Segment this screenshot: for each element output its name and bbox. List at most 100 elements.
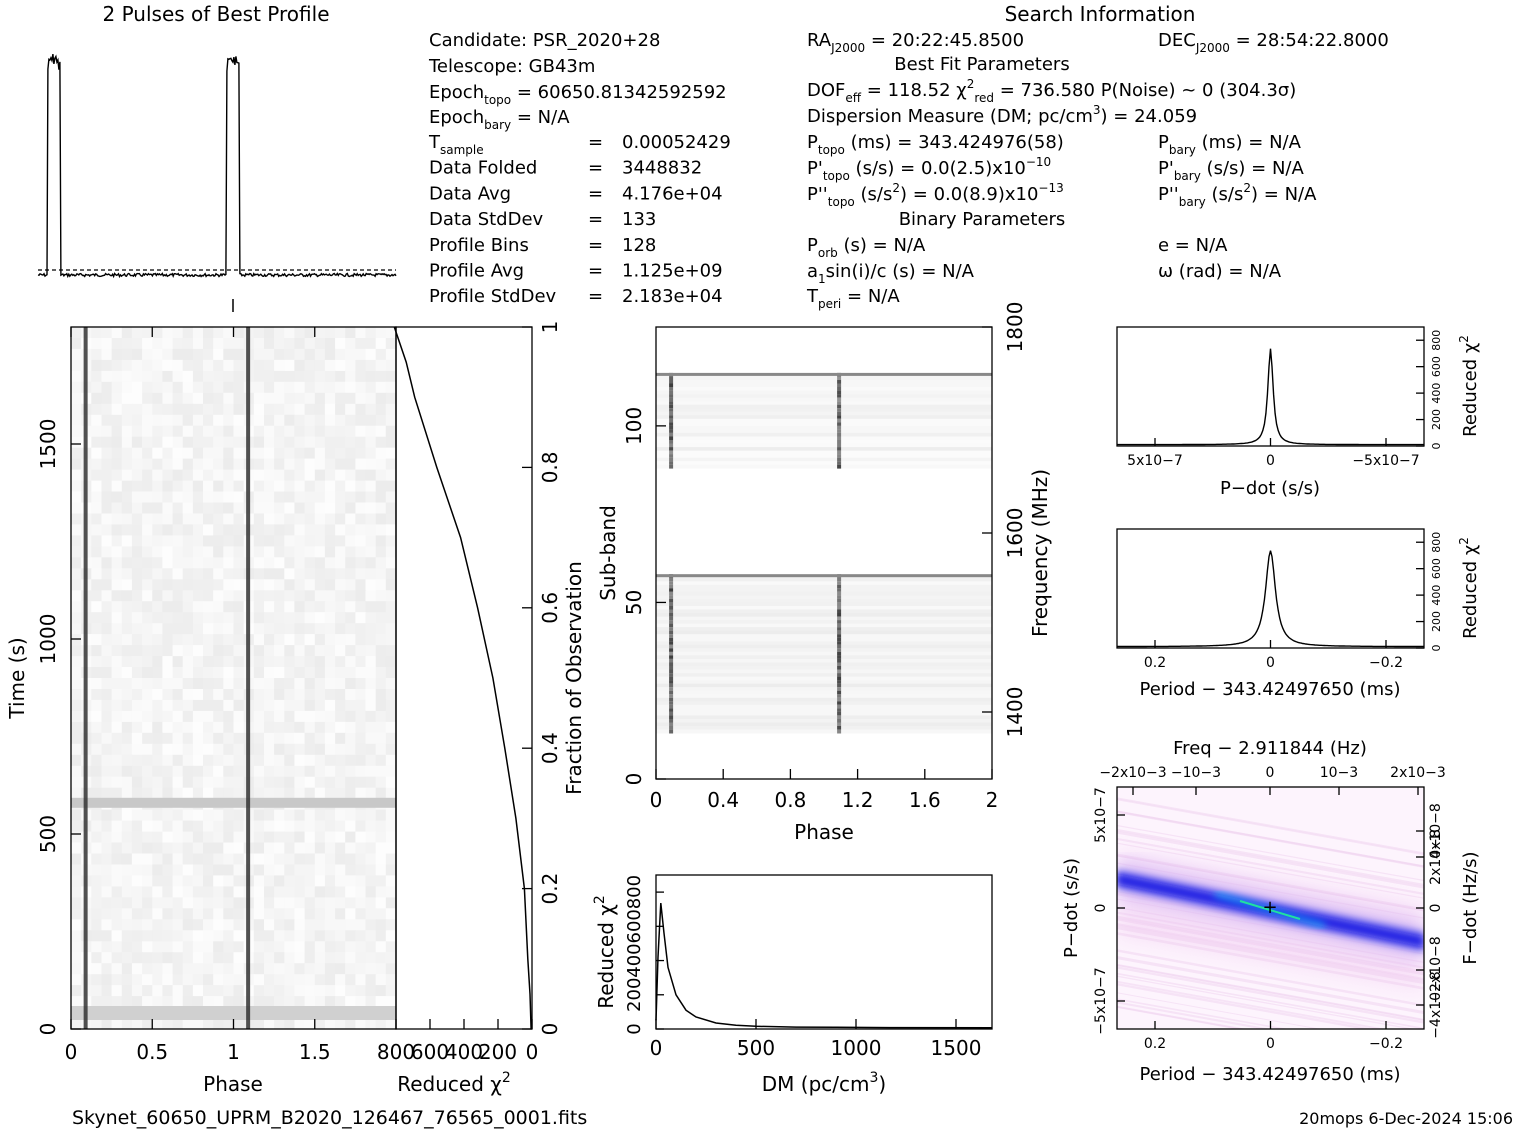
subband-row [656, 662, 992, 667]
time-phase-cell [192, 678, 204, 690]
time-phase-cell [131, 853, 143, 865]
subband-pulse [837, 432, 842, 437]
time-phase-cell [314, 754, 326, 767]
time-phase-cell [335, 579, 346, 591]
time-phase-cell [182, 392, 194, 405]
time-phase-cell [314, 678, 326, 690]
time-phase-cell [192, 1018, 204, 1030]
time-phase-cell [365, 359, 377, 372]
pdd-bary-value: N/A [1285, 184, 1318, 205]
time-phase-cell [203, 875, 214, 887]
time-phase-cell [304, 886, 316, 898]
time-phase-cell [365, 787, 377, 800]
p-topo-value: 343.424976(58) [918, 132, 1064, 153]
subband-pulse [669, 591, 674, 596]
time-phase-cell [182, 568, 194, 580]
time-phase-cell [152, 535, 163, 547]
time-phase-cell [304, 699, 316, 712]
subband-row [656, 588, 992, 593]
time-phase-cell [91, 579, 102, 591]
time-phase-cell [365, 645, 377, 657]
time-phase-cell [203, 480, 214, 493]
time-phase-cell [264, 952, 275, 964]
time-phase-cell [213, 590, 224, 602]
time-phase-cell [182, 348, 194, 361]
subband-row [656, 613, 992, 617]
y2-tick-label: 1 [538, 321, 562, 334]
time-phase-cell [253, 974, 265, 986]
time-phase-cell [142, 601, 153, 613]
time-phase-cell [223, 897, 234, 909]
time-phase-cell [355, 392, 367, 405]
time-phase-cell [182, 831, 194, 844]
subband-row [656, 404, 992, 409]
x-tick-label: 0.2 [1144, 655, 1166, 671]
time-phase-cell [355, 491, 367, 503]
time-phase-cell [314, 381, 326, 394]
time-phase-cell [365, 381, 377, 394]
time-phase-cell [203, 787, 214, 800]
time-phase-cell [131, 831, 143, 844]
time-phase-cell [233, 974, 245, 986]
time-phase-cell [385, 721, 397, 734]
time-phase-cell [274, 985, 285, 997]
time-phase-cell [355, 436, 367, 449]
time-phase-cell [192, 930, 204, 942]
time-phase-cell [375, 469, 387, 482]
subband-row [656, 669, 992, 674]
time-phase-cell [284, 667, 295, 679]
time-phase-cell [345, 886, 356, 898]
time-phase-cell [182, 458, 194, 471]
time-phase-cell [71, 721, 82, 734]
time-phase-cell [131, 502, 143, 514]
time-phase-cell [152, 327, 163, 339]
time-phase-cell [223, 864, 234, 876]
time-phase-cell [385, 743, 397, 756]
time-phase-cell [375, 963, 387, 975]
time-phase-cell [294, 699, 306, 712]
time-phase-cell [101, 381, 113, 394]
time-phase-cell [91, 743, 102, 756]
time-phase-cell [131, 524, 143, 536]
time-phase-cell [182, 908, 194, 920]
time-phase-cell [121, 656, 133, 668]
time-phase-cell [223, 732, 234, 745]
subband-pulse [669, 411, 674, 416]
subband-row [656, 726, 992, 730]
time-phase-cell [91, 612, 102, 624]
time-phase-cell [253, 601, 265, 613]
time-phase-cell [375, 743, 387, 756]
time-phase-cell [304, 414, 316, 427]
time-phase-cell [182, 721, 194, 734]
time-phase-cell [233, 348, 245, 361]
time-phase-cell [172, 787, 184, 800]
profile-title: 2 Pulses of Best Profile [103, 2, 330, 26]
time-phase-cell [192, 699, 204, 712]
time-phase-cell [345, 579, 356, 591]
time-phase-cell [335, 897, 346, 909]
time-phase-cell [111, 732, 123, 745]
time-phase-cell [131, 941, 143, 953]
time-phase-cell [203, 908, 214, 920]
time-phase-cell [304, 656, 316, 668]
time-phase-cell [203, 348, 214, 361]
time-phase-cell [71, 579, 82, 591]
subband-pulse [669, 606, 674, 610]
subband-pulse [837, 711, 842, 716]
time-phase-cell [111, 667, 123, 679]
time-phase-cell [223, 886, 234, 898]
time-phase-marks [71, 327, 396, 1029]
time-phase-cell [274, 1018, 285, 1030]
time-phase-cell [192, 327, 204, 339]
time-phase-cell [233, 392, 245, 405]
x-tick-label: 1000 [831, 1036, 882, 1060]
time-phase-cell [365, 601, 377, 613]
y-tick-label: 400 [1430, 585, 1443, 606]
time-phase-cell [274, 853, 285, 865]
time-phase-cell [172, 458, 184, 471]
dof-value: 118.52 [888, 80, 951, 101]
time-phase-cell [375, 370, 387, 383]
period-pdot-streak [1117, 798, 1424, 856]
time-phase-cell [355, 623, 367, 635]
